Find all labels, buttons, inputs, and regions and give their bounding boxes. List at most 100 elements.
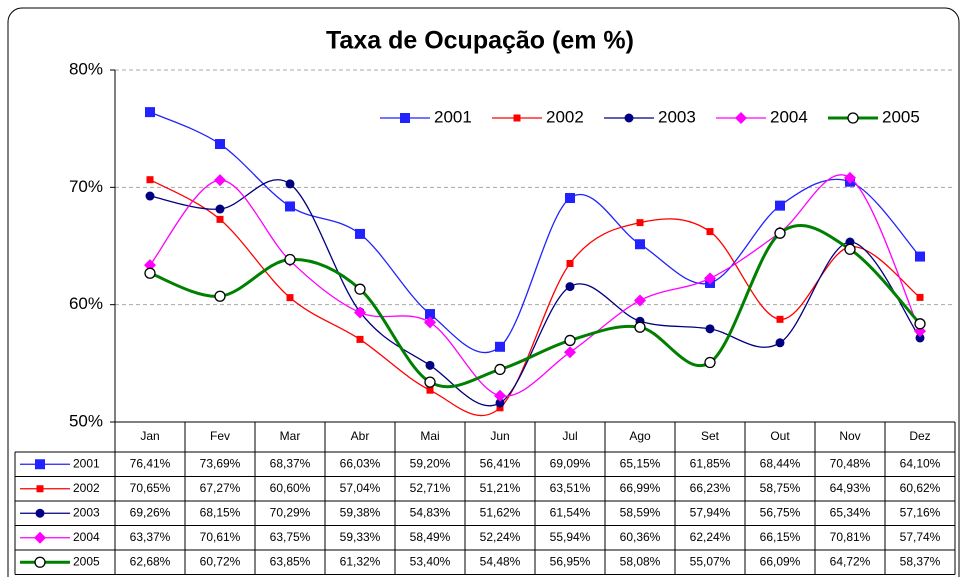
marker [145, 191, 155, 201]
marker [916, 293, 924, 301]
marker [144, 259, 156, 272]
table-cell: 64,72% [830, 554, 871, 568]
marker [285, 179, 295, 189]
marker [285, 201, 295, 212]
marker [775, 338, 785, 348]
marker [634, 321, 646, 333]
table-cell: 58,08% [620, 554, 661, 568]
table-cell: 58,49% [410, 530, 451, 544]
marker [35, 508, 45, 518]
y-tick-label: 80% [69, 59, 103, 78]
table-cell: 68,15% [200, 505, 241, 519]
table-cell: 61,85% [690, 456, 731, 470]
table-legend-label: 2003 [73, 505, 100, 519]
marker [354, 306, 366, 319]
table-cell: 51,21% [480, 481, 521, 495]
table-cell: 53,40% [410, 554, 451, 568]
table-cell: 63,37% [130, 530, 171, 544]
marker [215, 139, 225, 150]
x-tick-label: Mai [420, 429, 439, 443]
marker [564, 346, 576, 359]
marker [774, 227, 786, 239]
table-cell: 57,94% [690, 505, 731, 519]
table-cell: 68,44% [760, 456, 801, 470]
table-cell: 55,94% [550, 530, 591, 544]
marker [144, 267, 156, 279]
chart-title: Taxa de Ocupação (em %) [326, 27, 634, 55]
x-tick-label: Dez [909, 429, 930, 443]
marker [284, 253, 296, 266]
marker [914, 318, 926, 330]
marker [704, 272, 716, 285]
table-cell: 70,61% [200, 530, 241, 544]
marker [355, 228, 365, 239]
marker [565, 282, 575, 292]
x-tick-label: Jul [562, 429, 577, 443]
marker [425, 360, 435, 370]
table-cell: 54,83% [410, 505, 451, 519]
table-cell: 61,32% [340, 554, 381, 568]
marker [847, 112, 859, 124]
table-cell: 61,54% [550, 505, 591, 519]
marker [286, 294, 294, 302]
marker [35, 459, 45, 470]
marker [915, 251, 925, 262]
chart-frame [7, 7, 960, 582]
marker [844, 243, 856, 255]
table-cell: 64,10% [900, 456, 941, 470]
marker [426, 386, 434, 394]
marker [844, 171, 856, 184]
marker [36, 485, 44, 493]
marker [34, 531, 46, 544]
table-legend-label: 2002 [73, 481, 100, 495]
y-tick-label: 60% [69, 294, 103, 313]
marker [425, 309, 435, 320]
marker [494, 363, 506, 376]
table-cell: 52,24% [480, 530, 521, 544]
table-cell: 66,09% [760, 554, 801, 568]
marker [566, 259, 574, 267]
table-legend-label: 2005 [73, 554, 100, 568]
table-cell: 57,16% [900, 505, 941, 519]
table-cell: 58,75% [760, 481, 801, 495]
table-cell: 55,07% [690, 554, 731, 568]
x-tick-label: Nov [839, 429, 860, 443]
marker [215, 204, 225, 214]
table-cell: 65,15% [620, 456, 661, 470]
marker [494, 389, 506, 402]
legend-label: 2003 [658, 107, 696, 126]
legend-label: 2005 [882, 107, 920, 126]
y-tick-label: 50% [69, 411, 103, 430]
marker [400, 113, 410, 123]
marker [145, 107, 155, 118]
marker [915, 333, 925, 343]
x-tick-label: Abr [351, 429, 370, 443]
marker [216, 215, 224, 223]
marker [704, 356, 716, 369]
x-tick-label: Ago [629, 429, 651, 443]
table-cell: 64,93% [830, 481, 871, 495]
table-cell: 69,26% [130, 505, 171, 519]
table-cell: 66,99% [620, 481, 661, 495]
table-cell: 58,37% [900, 554, 941, 568]
table-cell: 66,03% [340, 456, 381, 470]
table-cell: 63,85% [270, 554, 311, 568]
y-tick-label: 70% [69, 177, 103, 196]
legend-label: 2001 [434, 107, 472, 126]
table-cell: 63,75% [270, 530, 311, 544]
table-cell: 65,34% [830, 505, 871, 519]
table-cell: 70,29% [270, 505, 311, 519]
table-cell: 58,59% [620, 505, 661, 519]
marker [424, 316, 436, 329]
table-cell: 66,15% [760, 530, 801, 544]
marker [624, 113, 634, 123]
table-cell: 62,24% [690, 530, 731, 544]
marker [776, 315, 784, 323]
marker [495, 341, 505, 352]
table-cell: 67,27% [200, 481, 241, 495]
table-cell: 57,04% [340, 481, 381, 495]
marker [214, 174, 226, 187]
table-cell: 66,23% [690, 481, 731, 495]
marker [565, 193, 575, 204]
